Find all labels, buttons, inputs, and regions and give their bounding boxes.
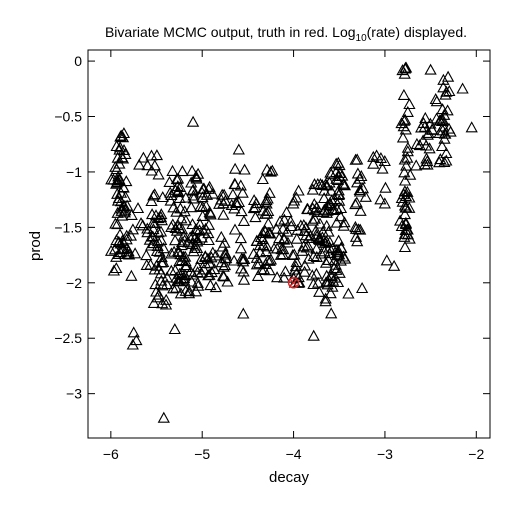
y-axis-title: prod (27, 231, 44, 261)
data-point (357, 283, 367, 292)
data-point (230, 164, 240, 173)
x-tick-label: −2 (468, 446, 484, 462)
data-point (236, 243, 246, 252)
chart-title: Bivariate MCMC output, truth in red. Log… (105, 24, 467, 44)
data-point (238, 309, 248, 318)
data-point (126, 271, 136, 280)
data-point (159, 413, 169, 422)
data-points (106, 63, 477, 423)
data-point (467, 122, 477, 131)
data-point (150, 161, 160, 170)
x-axis-title: decay (269, 469, 310, 486)
data-point (350, 155, 360, 164)
data-point (238, 188, 248, 197)
y-tick-label: −1 (66, 164, 82, 180)
data-point (309, 331, 319, 340)
data-point (142, 260, 152, 269)
data-point (380, 183, 390, 192)
data-point (293, 186, 303, 195)
chart-title-main: Bivariate MCMC output, truth in red. Log (105, 24, 356, 40)
data-point (141, 250, 151, 259)
data-point (326, 308, 336, 317)
x-tick-label: −3 (377, 446, 393, 462)
y-tick-label: −1.5 (54, 219, 82, 235)
x-tick-label: −4 (286, 446, 302, 462)
data-point (133, 203, 143, 212)
data-point (167, 166, 177, 175)
data-point (382, 255, 392, 264)
y-tick-label: −3 (66, 386, 82, 402)
y-tick-label: −2.5 (54, 330, 82, 346)
data-point (170, 324, 180, 333)
data-point (234, 145, 244, 154)
data-point (218, 210, 228, 219)
data-point (425, 65, 435, 74)
data-point (281, 207, 291, 216)
data-point (146, 196, 156, 205)
data-point (343, 289, 353, 298)
data-point (230, 225, 240, 234)
y-tick-label: 0 (74, 53, 82, 69)
data-point (188, 117, 198, 126)
data-point (322, 221, 332, 230)
data-point (399, 167, 409, 176)
data-point (457, 84, 467, 93)
data-point (361, 192, 371, 201)
y-tick-label: −2 (66, 275, 82, 291)
y-tick-label: −0.5 (54, 109, 82, 125)
data-point (239, 216, 249, 225)
x-tick-label: −6 (103, 446, 119, 462)
chart-title-tail: (rate) displayed. (367, 24, 467, 40)
x-tick-label: −5 (194, 446, 210, 462)
data-point (399, 90, 409, 99)
data-point (152, 150, 162, 159)
data-point (404, 99, 414, 108)
data-point (239, 165, 249, 174)
chart-title-subscript: 10 (356, 33, 368, 44)
data-point (216, 232, 226, 241)
data-point (129, 328, 139, 337)
data-point (146, 151, 156, 160)
data-point (236, 233, 246, 242)
